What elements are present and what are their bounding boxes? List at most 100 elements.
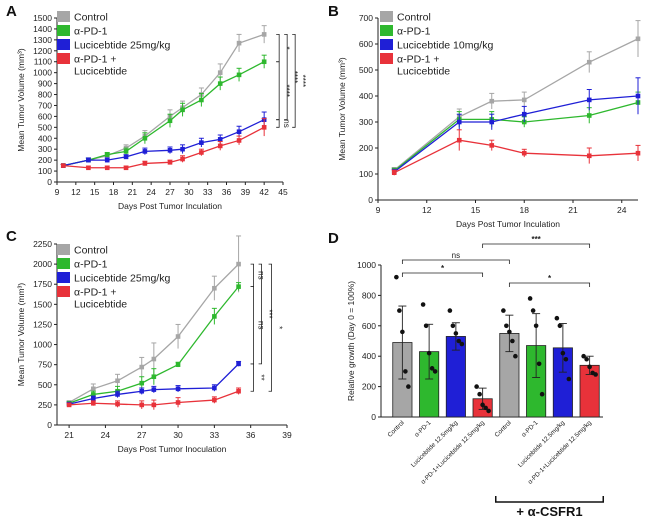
significance-bracket	[401, 259, 510, 264]
data-point	[586, 97, 592, 103]
legend-swatch	[380, 39, 393, 50]
y-tick-label: 600	[362, 321, 376, 331]
data-point	[142, 149, 148, 154]
legend-label: Lucicebtide	[74, 66, 127, 78]
data-point	[217, 81, 223, 86]
x-tick-label: 24	[101, 430, 111, 440]
y-tick-label: 0	[371, 412, 376, 422]
legend-label: α-PD-1	[74, 26, 108, 38]
x-tick-label: 42	[259, 187, 269, 197]
x-tick-label: 21	[568, 205, 578, 215]
data-point	[504, 323, 509, 329]
group-label: + α-CSFR1	[516, 504, 582, 519]
panel-c: C 0 250 500 750 1000 1250 1500 1750 2000 2250 21 24 2…	[6, 228, 292, 454]
y-tick-label: 200	[359, 143, 373, 153]
significance-label: *	[441, 264, 445, 273]
data-point	[217, 137, 223, 142]
data-point	[175, 334, 181, 339]
data-point	[123, 154, 129, 160]
data-point	[123, 149, 129, 154]
data-point	[139, 380, 145, 386]
y-tick-label: 250	[38, 400, 52, 410]
data-point	[212, 285, 217, 291]
data-point	[486, 408, 491, 414]
x-tick-label: 36	[246, 430, 256, 440]
data-point	[554, 315, 560, 321]
data-point	[167, 147, 173, 153]
data-point	[261, 32, 267, 37]
series-combo	[391, 129, 641, 176]
data-point	[403, 369, 408, 374]
data-point	[587, 364, 592, 370]
legend-label: Lucicebtide 25mg/kg	[74, 40, 170, 52]
bar-group	[445, 308, 466, 418]
y-tick-label: 300	[359, 117, 373, 127]
series-line	[68, 363, 240, 405]
legend-label: α-PD-1 +	[74, 287, 117, 299]
data-point	[151, 387, 157, 392]
x-tick-label: 24	[146, 187, 156, 197]
data-point	[139, 402, 145, 408]
bar-group	[579, 353, 600, 418]
y-tick-label: 700	[359, 13, 373, 23]
data-point	[563, 356, 569, 362]
data-point	[236, 284, 241, 289]
bar-group	[392, 274, 413, 418]
bar-group	[552, 315, 573, 418]
y-tick-label: 700	[38, 100, 52, 110]
data-point	[180, 156, 185, 162]
data-point	[212, 314, 217, 319]
significance-bracket	[401, 272, 484, 277]
panel-a: A 010020030040050060070080090010001100120…	[6, 3, 307, 211]
significance-bracket	[482, 243, 591, 248]
y-tick-label: 1000	[33, 340, 52, 350]
y-tick-label: 2000	[33, 259, 52, 269]
data-point	[489, 98, 495, 104]
data-point	[167, 118, 173, 124]
x-tick-label: 24	[617, 205, 627, 215]
significance-bracket	[268, 263, 272, 392]
x-axis-title: Days Post Tumor Inoculation	[118, 444, 227, 454]
significance-label: ns	[282, 119, 291, 127]
series-line	[393, 139, 639, 174]
y-tick-label: 1500	[33, 299, 52, 309]
legend-swatch	[380, 11, 393, 22]
y-tick-label: 200	[38, 155, 52, 165]
data-point	[459, 341, 465, 347]
data-point	[477, 391, 482, 397]
significance-label: ns	[257, 321, 266, 329]
data-point	[483, 405, 488, 411]
data-point	[91, 386, 96, 392]
bar-group	[526, 296, 547, 418]
x-tick-label: 33	[203, 187, 213, 197]
data-point	[236, 40, 242, 46]
legend-swatch	[57, 244, 70, 255]
series-line	[393, 38, 639, 171]
significance-label: ***	[265, 309, 274, 318]
data-point	[635, 150, 641, 156]
x-tick-label: 27	[165, 187, 175, 197]
x-tick-label: 45	[278, 187, 288, 197]
significance-label: ***	[531, 235, 541, 244]
y-tick-label: 1250	[33, 319, 52, 329]
y-tick-label: 500	[38, 122, 52, 132]
legend-swatch	[57, 11, 70, 22]
y-tick-label: 1000	[33, 68, 52, 78]
y-tick-label: 100	[38, 166, 52, 176]
x-tick-label: Lucicebtide 12.5mg/kg	[517, 419, 567, 469]
y-tick-label: 400	[38, 133, 52, 143]
panel-d: D 0 200 400 600 800 1000 Relative growth (Day 0…	[328, 230, 605, 519]
significance-label: *	[548, 274, 552, 283]
series-line	[393, 95, 639, 173]
data-point	[115, 392, 120, 397]
y-tick-label: 500	[38, 380, 52, 390]
y-tick-label: 1100	[34, 57, 53, 67]
significance-bracket	[250, 286, 254, 365]
series-line	[393, 101, 639, 172]
data-point	[513, 353, 518, 359]
y-tick-label: 1400	[33, 24, 52, 34]
panel-letter: A	[6, 3, 17, 20]
series-line	[68, 286, 240, 404]
data-point	[180, 146, 185, 152]
series-combo	[66, 387, 242, 410]
